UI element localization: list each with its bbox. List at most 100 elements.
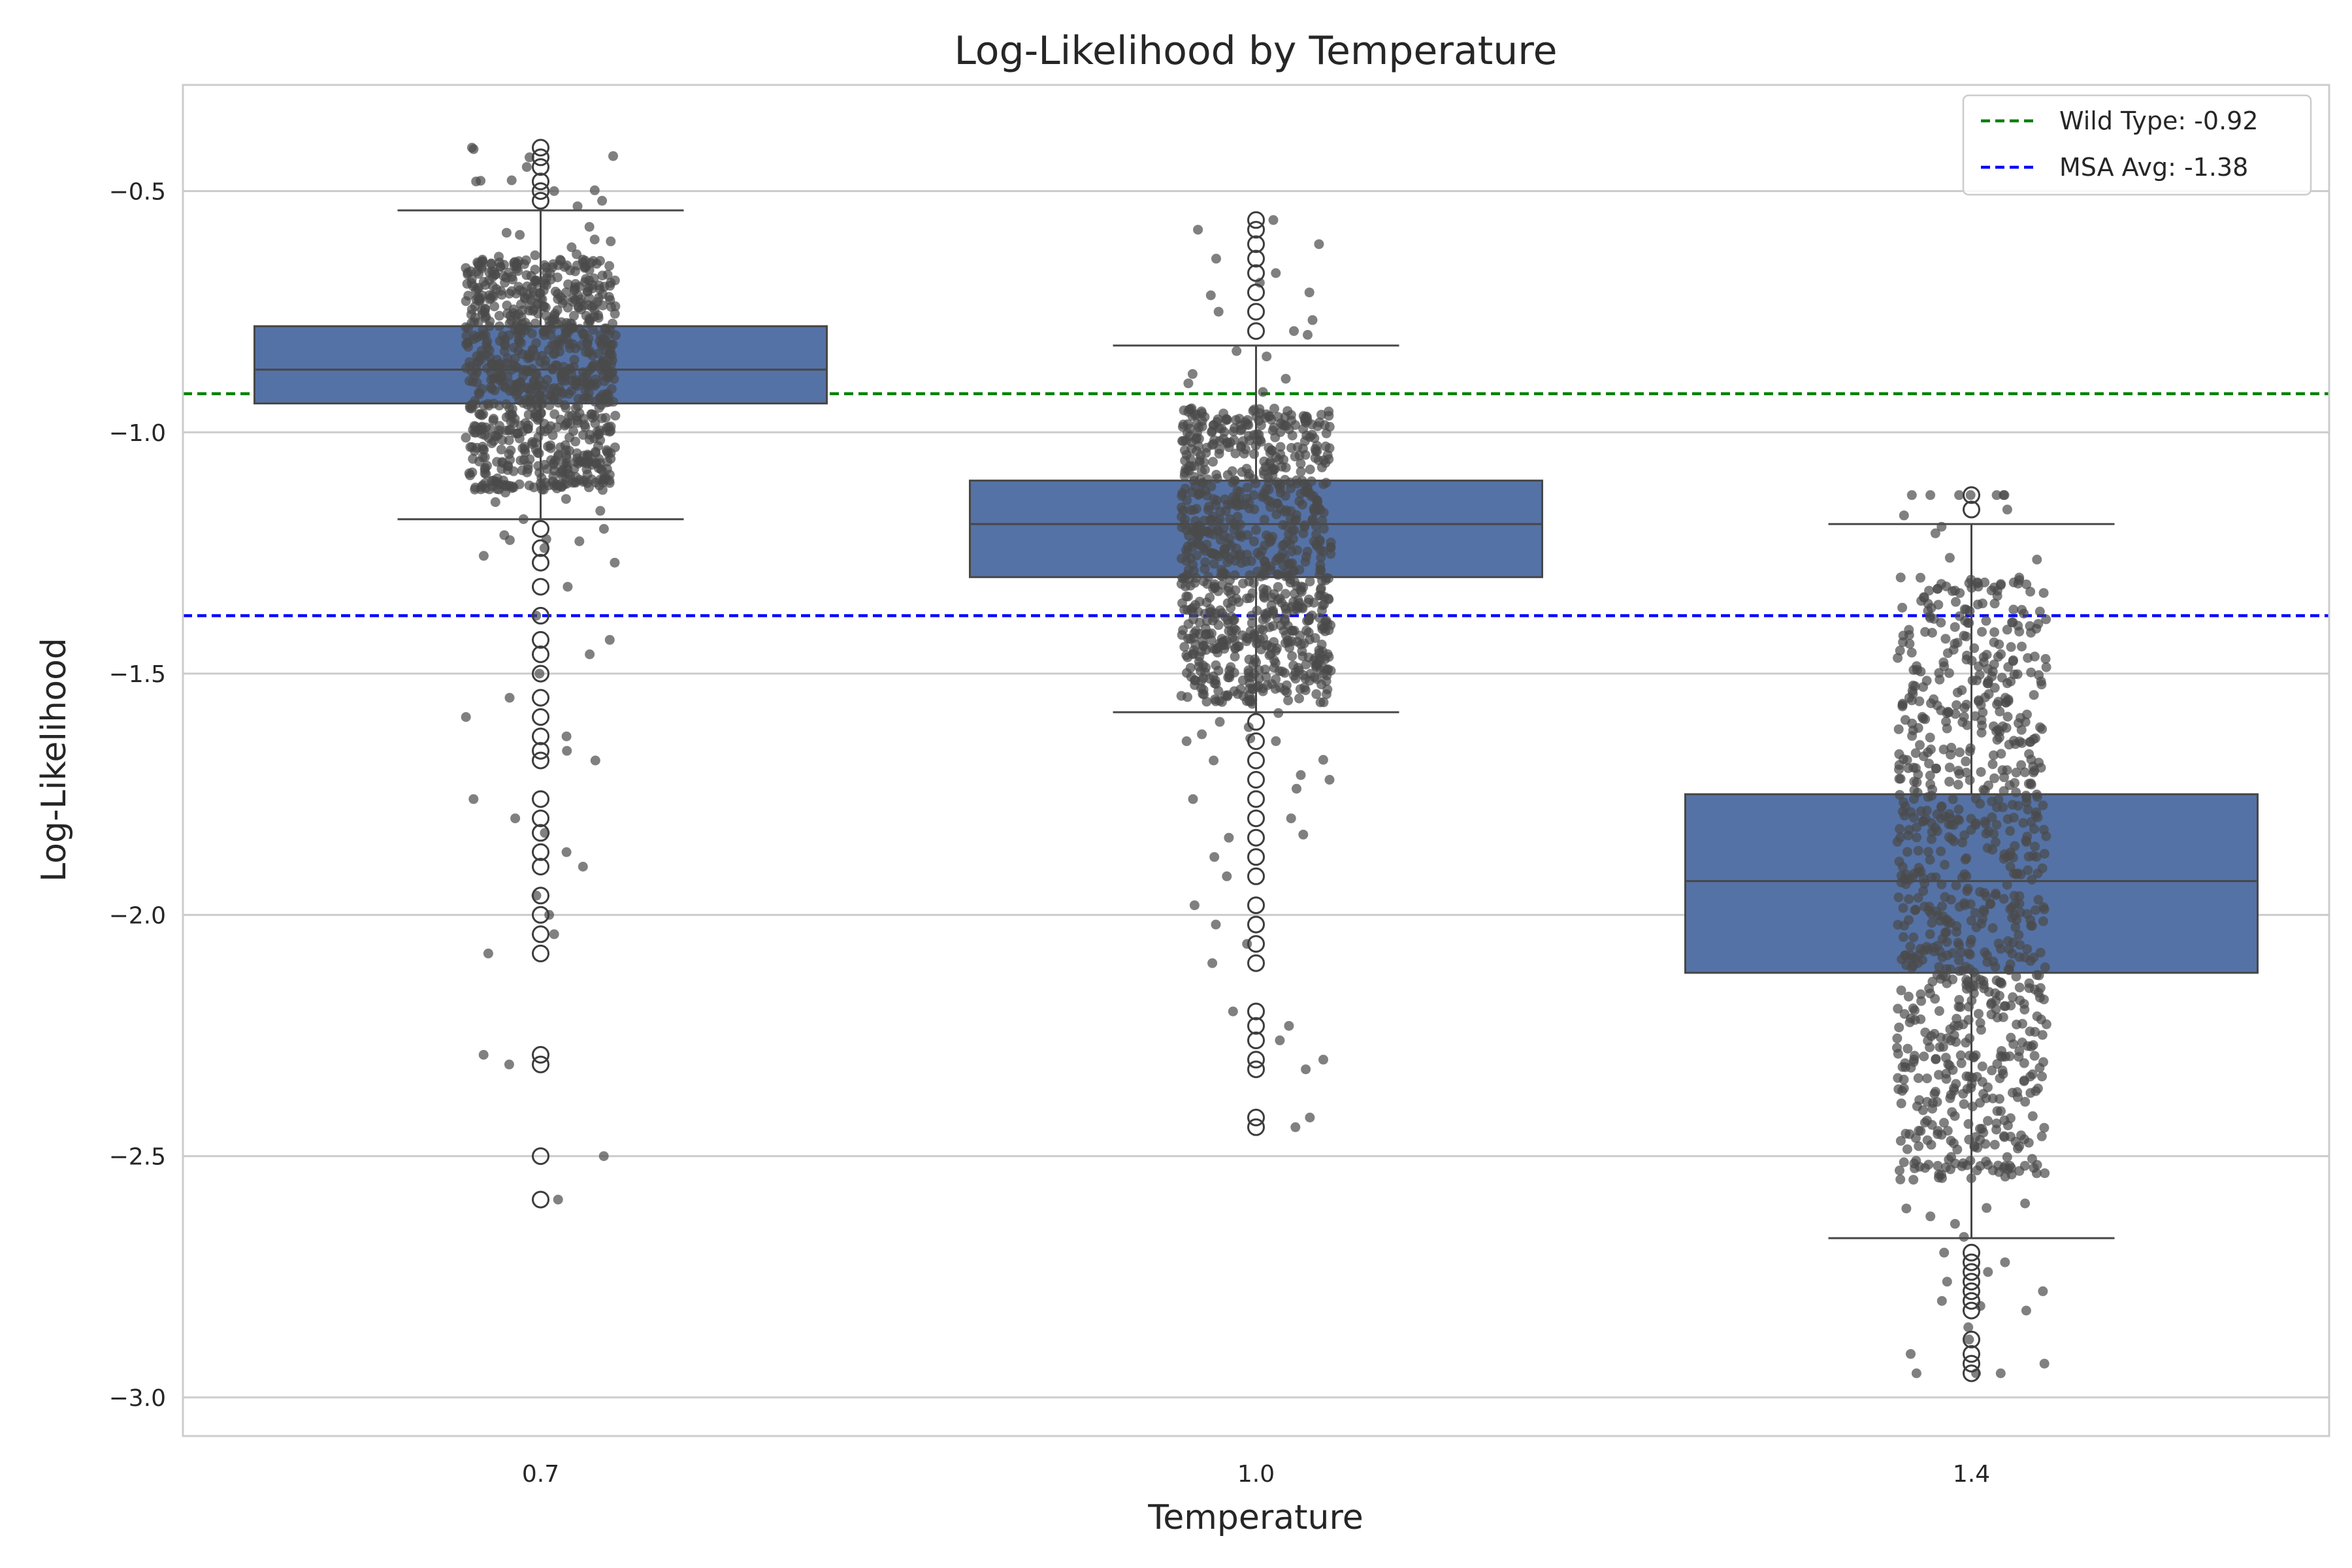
strip-point <box>1211 919 1221 930</box>
strip-point <box>1962 720 1972 730</box>
strip-point <box>581 464 592 474</box>
strip-point <box>1927 977 1938 987</box>
strip-point <box>1954 994 1965 1005</box>
strip-point <box>465 470 475 481</box>
strip-point <box>563 417 572 428</box>
strip-point <box>598 1151 609 1162</box>
strip-point <box>1946 1135 1956 1146</box>
strip-point <box>1288 670 1299 681</box>
strip-point <box>1280 474 1290 485</box>
strip-point <box>1281 374 1291 384</box>
legend: Wild Type: -0.92 MSA Avg: -1.38 <box>1962 94 2312 196</box>
strip-point <box>1893 1004 1903 1014</box>
strip-point <box>1280 506 1290 517</box>
strip-point <box>1959 1232 1969 1242</box>
strip-point <box>1935 1042 1945 1053</box>
strip-point <box>595 392 606 402</box>
strip-point <box>1942 1126 1953 1136</box>
strip-point <box>578 329 588 339</box>
strip-point <box>509 261 519 271</box>
strip-point <box>1188 649 1198 659</box>
outlier-marker <box>1247 1051 1265 1069</box>
strip-point <box>1181 581 1190 592</box>
strip-point <box>1961 1037 1971 1048</box>
strip-point <box>1256 644 1266 655</box>
strip-point <box>1191 409 1201 419</box>
strip-point <box>1194 657 1204 667</box>
strip-point <box>527 291 538 301</box>
strip-point <box>1305 465 1315 474</box>
strip-point <box>2002 625 2012 635</box>
strip-point <box>2038 588 2049 598</box>
outlier-marker <box>1247 771 1265 789</box>
strip-point <box>1954 490 1965 500</box>
strip-point <box>2008 656 2018 666</box>
strip-point <box>1296 466 1306 477</box>
strip-point <box>1892 1033 1903 1043</box>
strip-point <box>1940 634 1951 644</box>
strip-point <box>1956 1058 1967 1068</box>
strip-point <box>559 262 570 272</box>
strip-point <box>530 265 540 275</box>
strip-point <box>1292 475 1302 485</box>
strip-point <box>1201 662 1211 673</box>
strip-point <box>1317 515 1328 526</box>
strip-point <box>1932 826 1942 836</box>
strip-point <box>1188 542 1198 552</box>
strip-point <box>1908 1175 1919 1185</box>
strip-point <box>574 408 585 419</box>
strip-point <box>2002 879 2012 890</box>
strip-point <box>1978 707 1988 717</box>
strip-point <box>1177 522 1187 532</box>
strip-point <box>2017 604 2027 615</box>
outliers <box>532 139 1980 1382</box>
strip-point <box>606 384 617 394</box>
strip-point <box>1914 1162 1925 1172</box>
strip-point <box>1299 486 1310 497</box>
strip-point <box>1933 910 1943 921</box>
strip-point <box>1965 1051 1975 1061</box>
strip-point <box>2040 1168 2050 1179</box>
strip-point <box>589 235 600 245</box>
strip-point <box>1941 1073 1952 1084</box>
strip-point <box>2035 947 2046 958</box>
strip-point <box>553 1194 563 1205</box>
strip-point <box>483 399 493 409</box>
strip-point <box>562 335 572 345</box>
strip-point <box>1919 593 1929 603</box>
strip-point <box>1893 920 1903 930</box>
strip-point <box>495 321 504 331</box>
strip-point <box>2011 972 2021 982</box>
strip-point <box>1941 717 1952 727</box>
strip-point <box>2015 995 2025 1005</box>
strip-point <box>501 227 512 238</box>
strip-point <box>1961 700 1972 710</box>
strip-point <box>554 335 564 345</box>
strip-point <box>1275 1035 1285 1045</box>
outlier-marker <box>532 578 549 596</box>
strip-point <box>1230 651 1240 662</box>
x-axis-title: Temperature <box>1147 1498 1363 1537</box>
strip-point <box>1199 457 1209 468</box>
strip-point <box>1973 696 1984 706</box>
strip-point <box>1953 938 1963 948</box>
strip-point <box>2019 1160 2030 1171</box>
strip-point <box>1916 572 1925 583</box>
strip-point <box>2032 1011 2042 1022</box>
strip-point <box>582 287 593 297</box>
strip-point <box>1966 934 1976 945</box>
strip-point <box>1999 490 2010 500</box>
outlier-marker <box>532 172 549 191</box>
strip-point <box>1324 775 1335 785</box>
strip-point <box>1963 948 1974 958</box>
strip-point <box>1242 482 1252 493</box>
outlier-marker <box>1247 935 1265 953</box>
strip-point <box>1912 661 1922 672</box>
strip-point <box>1909 794 1919 804</box>
strip-point <box>1287 651 1298 661</box>
strip-point <box>590 755 600 766</box>
strip-point <box>515 455 526 466</box>
strip-point <box>1207 958 1218 968</box>
strip-point <box>2033 894 2044 905</box>
strip-point <box>1184 531 1194 541</box>
